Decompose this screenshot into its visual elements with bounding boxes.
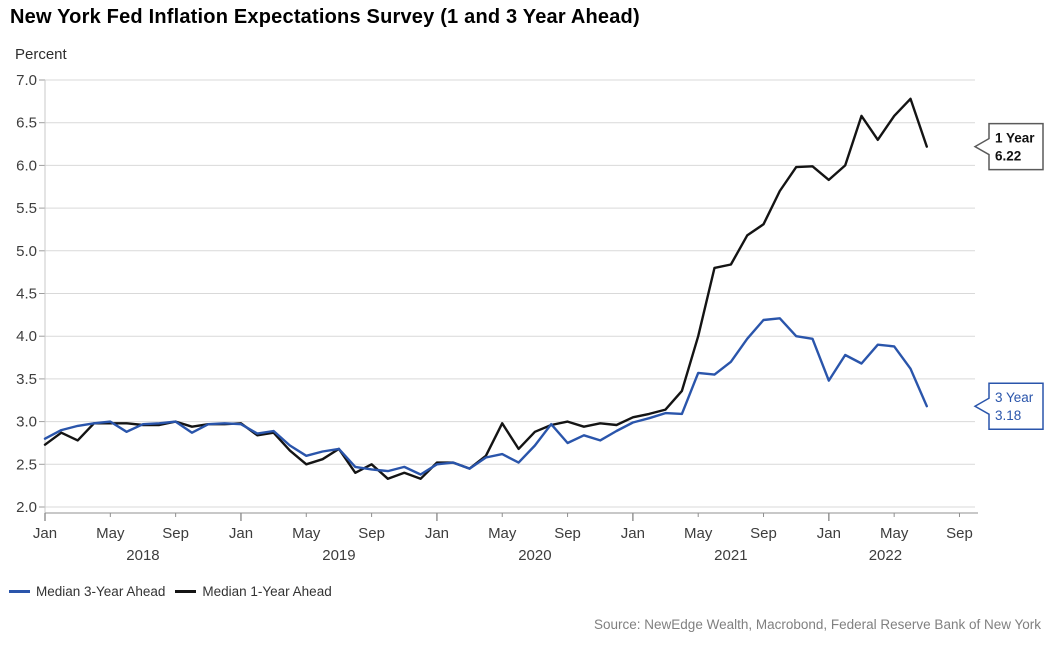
legend-item-3-year: Median 3-Year Ahead [9,584,165,599]
svg-text:May: May [292,525,321,542]
chart-legend: Median 3-Year Ahead Median 1-Year Ahead [9,584,332,599]
legend-label: Median 1-Year Ahead [202,584,332,599]
svg-text:6.0: 6.0 [16,157,37,174]
svg-text:2022: 2022 [869,547,902,564]
legend-line-swatch-blue [9,590,30,593]
svg-text:7.0: 7.0 [16,72,37,89]
legend-item-1-year: Median 1-Year Ahead [175,584,332,599]
svg-text:Sep: Sep [750,525,777,542]
svg-text:Sep: Sep [162,525,189,542]
svg-text:2.5: 2.5 [16,456,37,473]
source-attribution: Source: NewEdge Wealth, Macrobond, Feder… [594,617,1041,632]
svg-text:2019: 2019 [322,547,355,564]
svg-text:May: May [488,525,517,542]
chart-plot-area: 2.0 2.5 3.0 3.5 4.0 4.5 5.0 5.5 6.0 6.5 7.0 Jan May S… [16,72,1044,564]
svg-text:Jan: Jan [229,525,253,542]
svg-text:Jan: Jan [621,525,645,542]
svg-text:3.18: 3.18 [995,408,1021,423]
svg-text:May: May [96,525,125,542]
chart-title: New York Fed Inflation Expectations Surv… [10,6,640,28]
svg-text:2018: 2018 [126,547,159,564]
svg-text:2.0: 2.0 [16,499,37,516]
svg-text:6.22: 6.22 [995,149,1021,164]
svg-text:Sep: Sep [946,525,973,542]
svg-text:3 Year: 3 Year [995,390,1034,405]
svg-text:Jan: Jan [817,525,841,542]
y-axis-unit-label: Percent [15,46,67,63]
svg-text:2020: 2020 [518,547,551,564]
svg-text:4.0: 4.0 [16,328,37,345]
svg-text:May: May [880,525,909,542]
svg-text:2021: 2021 [714,547,747,564]
svg-text:4.5: 4.5 [16,286,37,303]
svg-text:1 Year: 1 Year [995,131,1035,146]
svg-text:3.0: 3.0 [16,414,37,431]
legend-line-swatch-black [175,590,197,593]
svg-text:Sep: Sep [358,525,385,542]
svg-text:Sep: Sep [554,525,581,542]
svg-text:Jan: Jan [425,525,449,542]
svg-text:5.0: 5.0 [16,243,37,260]
svg-text:6.5: 6.5 [16,115,37,132]
svg-text:Jan: Jan [33,525,57,542]
svg-text:May: May [684,525,713,542]
legend-label: Median 3-Year Ahead [36,584,166,599]
svg-text:3.5: 3.5 [16,371,37,388]
svg-text:5.5: 5.5 [16,200,37,217]
